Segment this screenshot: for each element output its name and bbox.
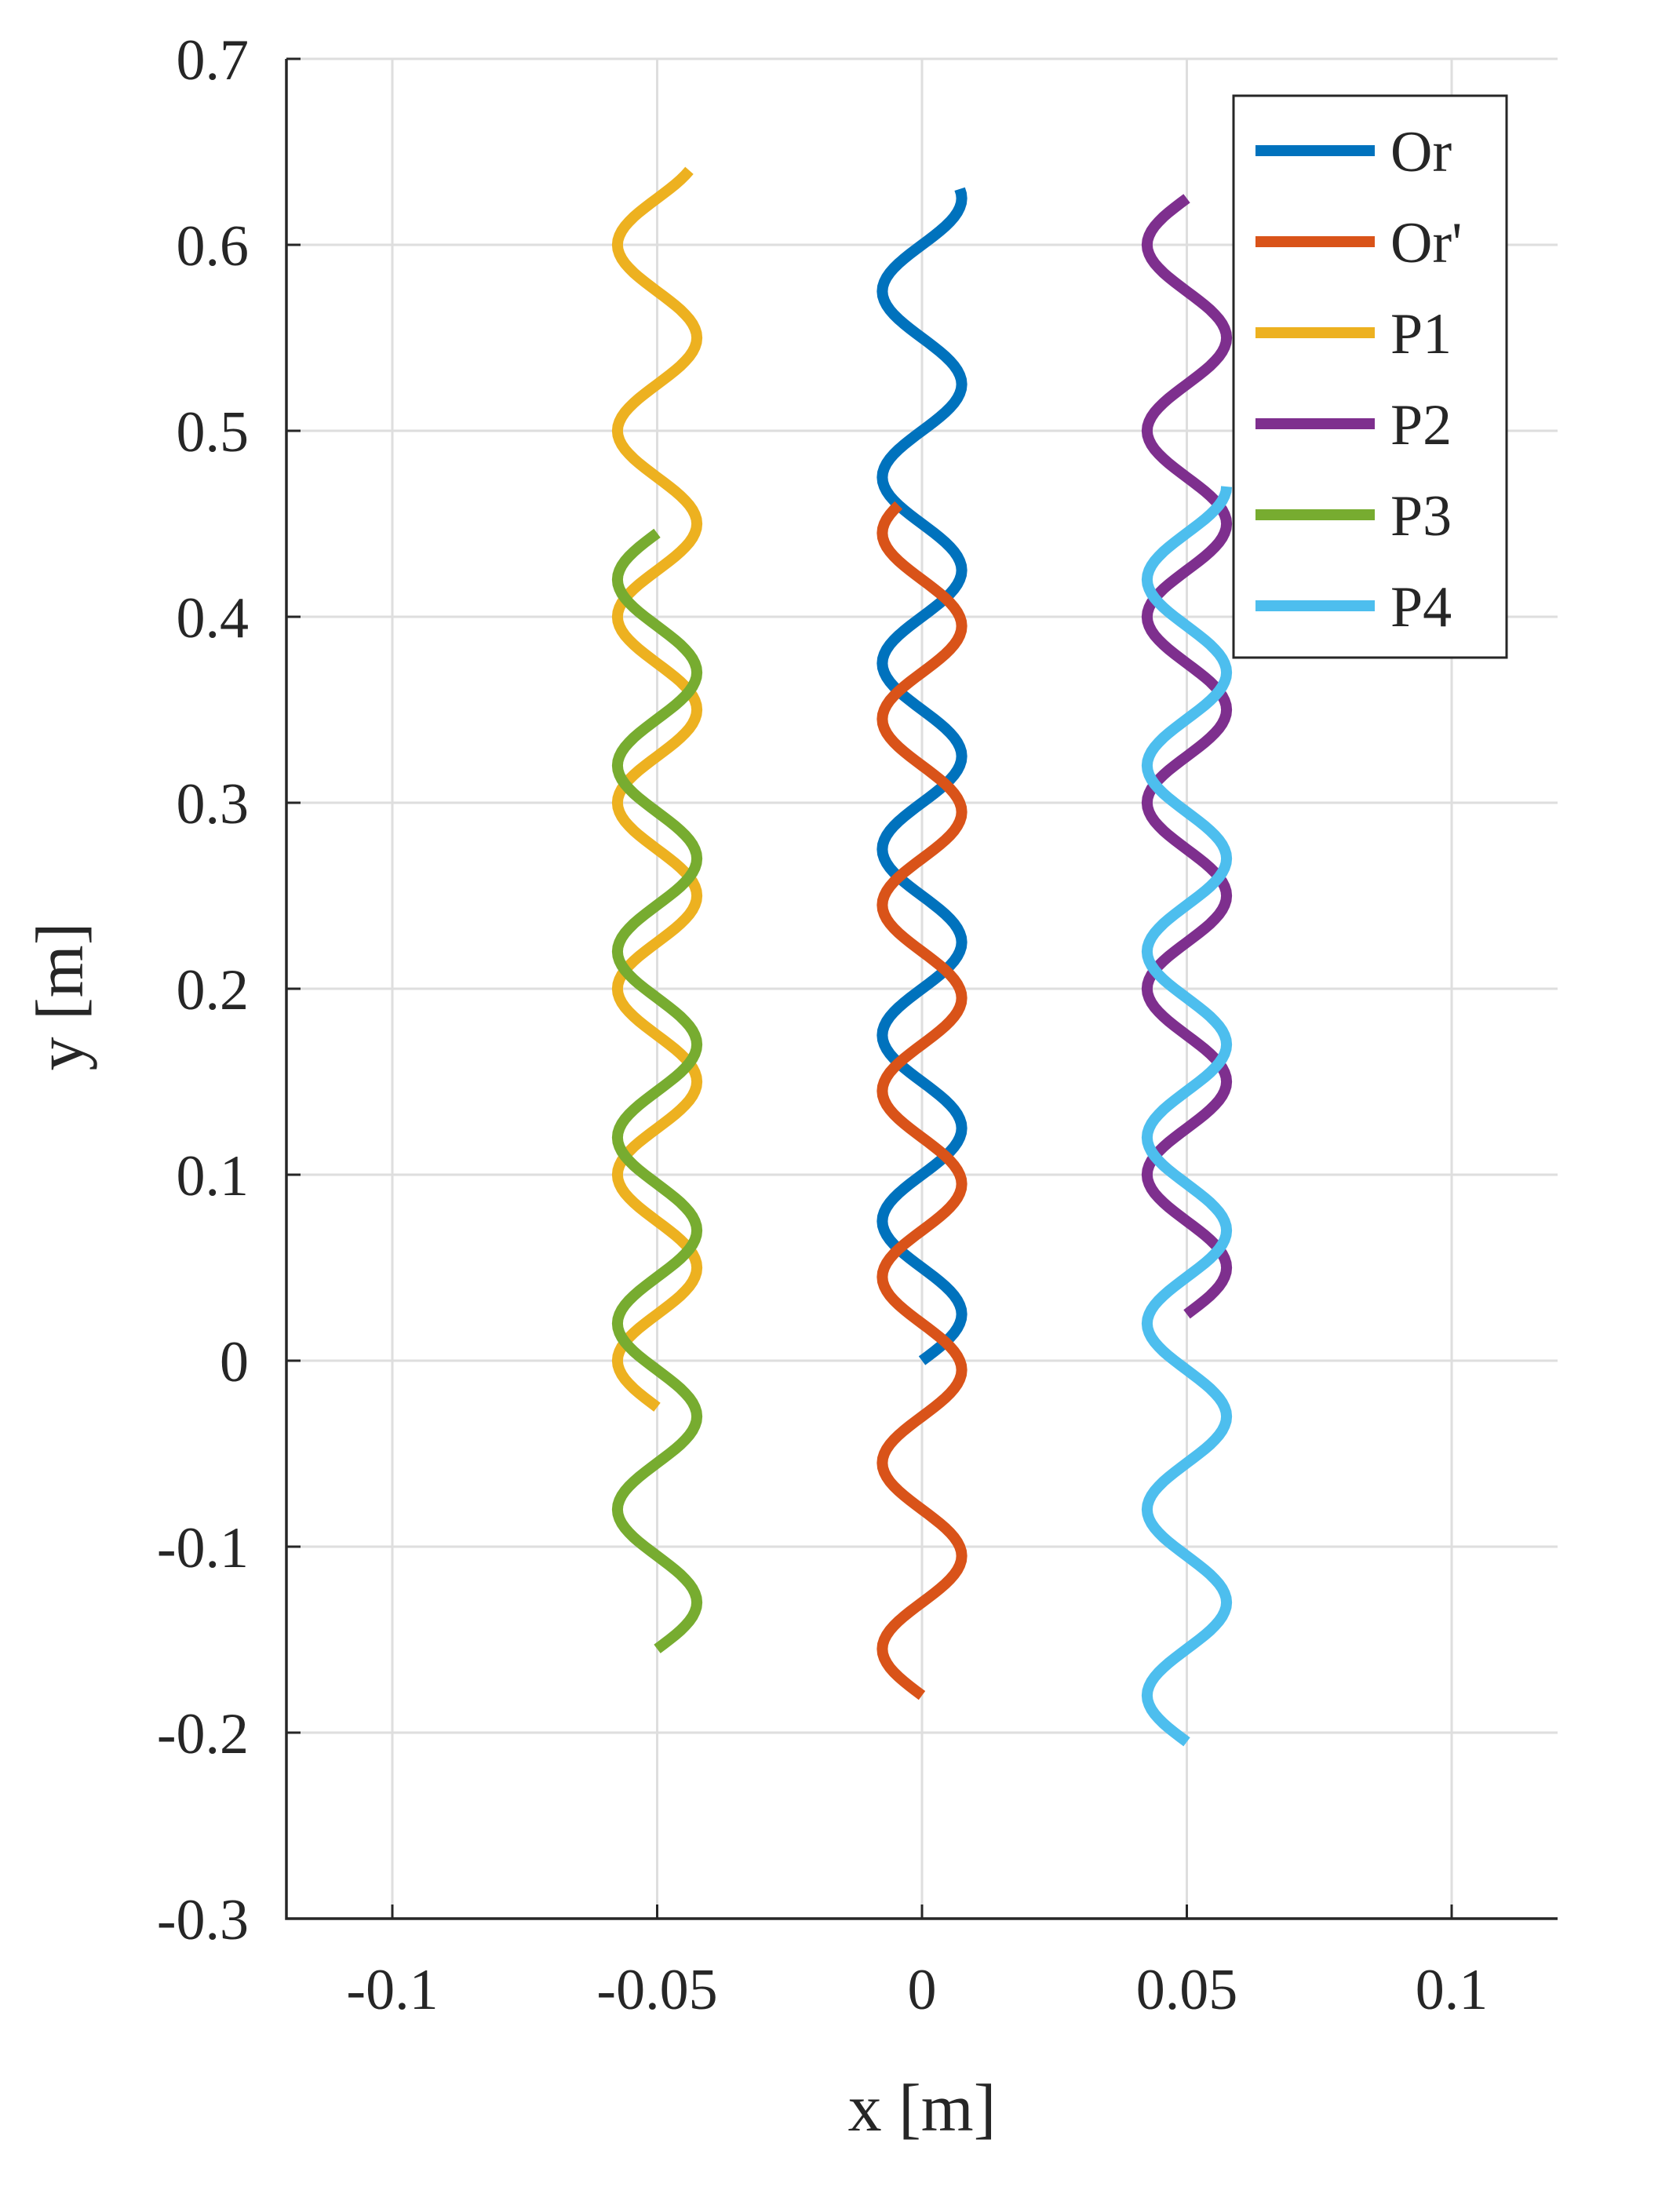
y-tick-label: 0.5 <box>177 400 250 465</box>
x-tick-label: 0 <box>908 1958 937 2022</box>
y-tick-label: -0.2 <box>157 1702 249 1766</box>
y-tick-label: 0.6 <box>177 214 250 279</box>
legend-label: Or' <box>1390 211 1462 275</box>
x-tick-label: 0.05 <box>1136 1958 1238 2022</box>
series-line-or <box>876 187 968 1365</box>
y-tick-label: 0.7 <box>177 28 250 93</box>
legend: Or Or' P1 P2 P3 P4 <box>1232 94 1508 659</box>
x-tick-label: -0.05 <box>596 1958 717 2022</box>
y-tick-label: 0.4 <box>177 586 250 651</box>
legend-label: P1 <box>1390 302 1452 366</box>
tick-labels: -0.1 -0.05 0 0.05 0.1 -0.3 -0.2 -0.1 0 0.1 0.2 0.3 0… <box>157 28 1488 2022</box>
x-axis-label: x [m] <box>848 2070 997 2145</box>
series-line-p3 <box>611 528 703 1653</box>
x-tick-label: -0.1 <box>346 1958 438 2022</box>
legend-label: Or <box>1390 120 1452 184</box>
axes <box>285 57 1558 1920</box>
series-line-p4 <box>1141 486 1233 1747</box>
y-axis-label: y [m] <box>22 923 97 1071</box>
legend-box <box>1232 94 1508 659</box>
legend-label: P4 <box>1390 575 1452 640</box>
legend-label: P2 <box>1390 393 1452 457</box>
y-tick-label: 0.1 <box>177 1144 250 1208</box>
y-tick-label: -0.3 <box>157 1888 249 1952</box>
legend-label: P3 <box>1390 484 1452 549</box>
series-group <box>611 166 1233 1747</box>
y-tick-label: 0.3 <box>177 772 250 837</box>
series-line-or <box>876 501 968 1700</box>
y-tick-label: -0.1 <box>157 1516 249 1580</box>
series-line-p2 <box>1141 194 1233 1319</box>
x-tick-label: 0.1 <box>1416 1958 1489 2022</box>
y-tick-label: 0.2 <box>177 958 250 1022</box>
y-tick-label: 0 <box>220 1330 249 1394</box>
